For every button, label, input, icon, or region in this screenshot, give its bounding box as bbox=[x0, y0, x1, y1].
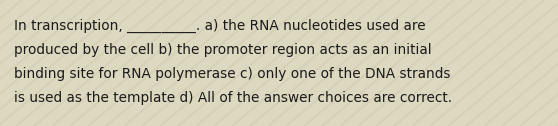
Text: produced by the cell b) the promoter region acts as an initial: produced by the cell b) the promoter reg… bbox=[14, 43, 432, 57]
Text: In transcription, __________. a) the RNA nucleotides used are: In transcription, __________. a) the RNA… bbox=[14, 19, 426, 33]
Text: binding site for RNA polymerase c) only one of the DNA strands: binding site for RNA polymerase c) only … bbox=[14, 67, 450, 81]
Text: is used as the template d) All of the answer choices are correct.: is used as the template d) All of the an… bbox=[14, 91, 452, 105]
